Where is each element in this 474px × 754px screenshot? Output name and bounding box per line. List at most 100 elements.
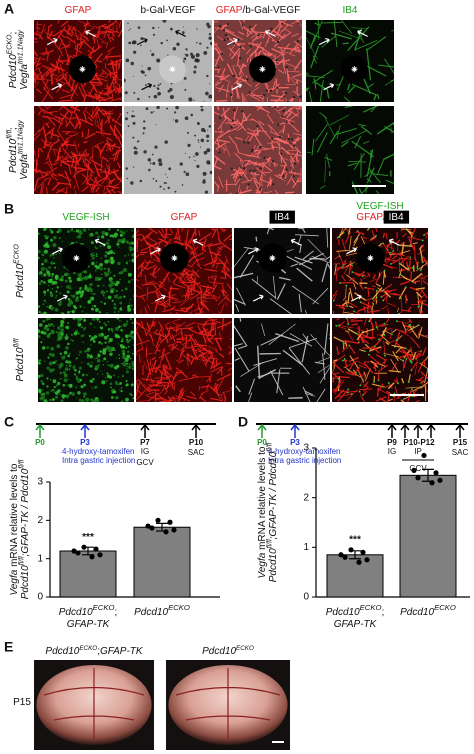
fiber — [34, 71, 41, 80]
fiber — [105, 55, 122, 58]
speck — [359, 384, 362, 387]
fiber — [205, 289, 218, 302]
fiber — [296, 150, 299, 161]
speck — [89, 339, 92, 342]
fiber — [198, 286, 203, 294]
speck — [205, 91, 209, 96]
fiber — [162, 348, 166, 360]
speck — [106, 374, 111, 379]
fiber — [40, 138, 50, 147]
significance: *** — [82, 532, 94, 543]
speck — [127, 365, 132, 369]
speck — [126, 354, 131, 359]
fiber — [214, 135, 220, 145]
speck — [108, 348, 113, 353]
speck — [52, 361, 56, 364]
speck — [104, 254, 108, 258]
fiber — [317, 357, 330, 363]
speck — [355, 332, 358, 335]
speck — [53, 391, 55, 393]
fiber — [299, 99, 301, 102]
speck — [230, 126, 233, 129]
fiber — [224, 244, 232, 251]
fiber — [36, 26, 41, 30]
fiber — [46, 67, 58, 74]
speck — [49, 228, 52, 232]
fiber — [234, 324, 248, 347]
fiber — [102, 51, 112, 61]
fiber — [293, 59, 302, 71]
fiber — [100, 132, 105, 137]
speck — [58, 364, 63, 368]
fiber — [202, 299, 208, 303]
fiber — [297, 35, 302, 42]
fiber — [71, 26, 76, 31]
fiber — [60, 51, 63, 56]
fiber — [338, 306, 345, 310]
fiber — [230, 46, 242, 60]
fiber — [136, 254, 140, 259]
fiber — [349, 356, 359, 363]
fiber — [53, 149, 56, 156]
fiber — [345, 330, 350, 333]
speck — [109, 386, 112, 389]
fiber — [115, 113, 122, 124]
fiber — [346, 331, 354, 341]
micrograph — [34, 20, 122, 102]
fiber — [64, 29, 69, 36]
speck — [182, 26, 184, 28]
fiber — [348, 345, 356, 355]
fiber — [344, 106, 355, 109]
speck — [92, 305, 94, 307]
speck — [84, 327, 86, 329]
fiber — [148, 241, 163, 248]
speck — [196, 28, 198, 30]
speck — [45, 247, 47, 249]
speck — [52, 244, 54, 247]
speck — [45, 241, 49, 244]
speck — [94, 307, 99, 312]
speck — [158, 162, 163, 166]
fiber — [336, 124, 341, 140]
fiber — [261, 96, 265, 102]
fiber — [54, 75, 59, 77]
speck — [50, 307, 54, 311]
speck — [108, 228, 111, 231]
micrograph — [234, 228, 330, 314]
fiber — [382, 243, 392, 258]
speck — [69, 279, 73, 283]
speck — [351, 264, 353, 267]
fiber — [216, 35, 224, 41]
data-point — [364, 557, 370, 563]
speck — [110, 261, 114, 265]
micrograph — [136, 228, 232, 314]
timeline-event: P3 — [80, 438, 90, 447]
fiber — [383, 340, 386, 356]
label-line: Pdcd10fl/fl — [13, 338, 25, 381]
speck — [393, 392, 396, 395]
speck — [67, 297, 71, 301]
fiber — [60, 94, 73, 99]
speck — [196, 41, 198, 44]
speck — [135, 147, 138, 150]
fiber — [112, 149, 122, 157]
speck — [64, 367, 69, 372]
speck — [373, 381, 375, 383]
speck — [143, 120, 146, 123]
fiber — [266, 141, 279, 145]
fiber — [287, 141, 294, 150]
label-part: fl/fl — [266, 442, 273, 451]
fiber — [204, 318, 218, 323]
speck — [408, 324, 410, 327]
fiber — [136, 240, 139, 252]
fiber — [94, 34, 100, 40]
speck — [94, 385, 98, 389]
fiber — [371, 229, 375, 238]
speck — [378, 338, 380, 341]
fiber — [229, 338, 232, 340]
bar — [399, 474, 457, 598]
fiber — [279, 26, 284, 28]
fiber — [396, 320, 407, 323]
speck — [54, 395, 59, 399]
fiber — [164, 295, 179, 302]
